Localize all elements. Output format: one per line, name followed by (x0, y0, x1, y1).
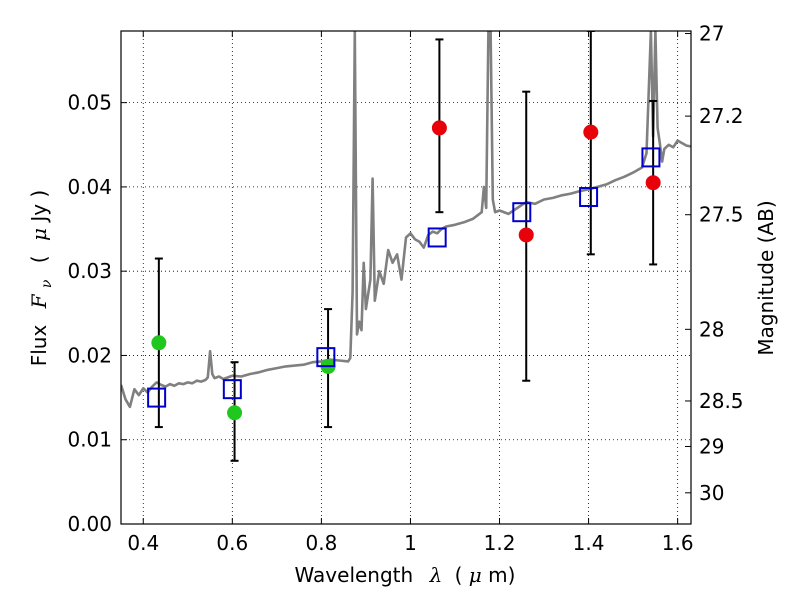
x-axis-label-text: Wavelength (295, 563, 414, 587)
y2-tick-label: 29 (699, 434, 724, 458)
y-axis-label-symbol: F (27, 293, 51, 309)
x-tick-label: 1.6 (662, 531, 694, 555)
y-tick-label: 0.02 (67, 343, 112, 367)
y-tick-label: 0.04 (67, 175, 112, 199)
model-photometry-point (512, 202, 532, 223)
model-photometry-point (316, 347, 336, 368)
y-axis-label: Flux F ν ( μ Jy ) (27, 190, 56, 367)
y2-tick-label: 28 (699, 317, 724, 341)
model-photometry-point (222, 379, 242, 400)
y-tick-label: 0.05 (67, 91, 112, 115)
model-photometry-point (147, 387, 167, 408)
observed-detections-point (645, 175, 661, 191)
axes: 0.4 0.6 0.8 1 1.2 1.4 1.6 0.00 0.01 0.02 0.03 0.04 0… (67, 22, 743, 555)
y2-tick-label: 27.5 (699, 203, 744, 227)
x-axis-label-units-close: m) (488, 563, 515, 587)
plot-data-area (121, 31, 691, 462)
x-axis-label-units-open: ( (455, 563, 463, 587)
observed-detections-point (583, 124, 599, 140)
model-photometry-point (641, 147, 661, 168)
x-tick-label: 0.6 (216, 531, 248, 555)
y2-axis-label: Magnitude (AB) (754, 200, 778, 355)
spectrum-line (121, 31, 691, 409)
x-tick-label: 1 (404, 531, 417, 555)
x-tick-label: 0.8 (305, 531, 337, 555)
y2-tick-label: 27.2 (699, 104, 744, 128)
y2-tick-label: 30 (699, 481, 724, 505)
x-tick-label: 1.2 (484, 531, 516, 555)
observed-detections-point (431, 120, 447, 136)
plot-frame (120, 30, 692, 525)
y-axis-label-text: Flux (27, 325, 51, 367)
y-tick-label: 0.01 (67, 428, 112, 452)
y-axis-label-units-close: Jy ) (27, 190, 51, 224)
observed-other-point (151, 335, 167, 351)
observed-other-point (227, 405, 243, 421)
x-axis-label-symbol: λ (429, 563, 443, 587)
x-axis-label: Wavelength λ ( μ m) (295, 563, 516, 587)
y-tick-label: 0.03 (67, 259, 112, 283)
y-axis-label-units-open: ( (27, 255, 51, 263)
y-axis-label-units-mu: μ (27, 228, 51, 241)
observed-detections-point (518, 227, 534, 243)
x-axis-label-units-mu: μ (469, 563, 482, 587)
model-photometry-point (579, 187, 599, 208)
x-tick-label: 0.4 (127, 531, 159, 555)
y2-tick-label: 28.5 (699, 389, 744, 413)
x-tick-label: 1.4 (573, 531, 605, 555)
y2-tick-label: 27 (699, 22, 724, 46)
model-photometry-point (427, 227, 447, 248)
y-axis-label-subscript: ν (39, 279, 55, 288)
y-tick-label: 0.00 (67, 512, 112, 536)
